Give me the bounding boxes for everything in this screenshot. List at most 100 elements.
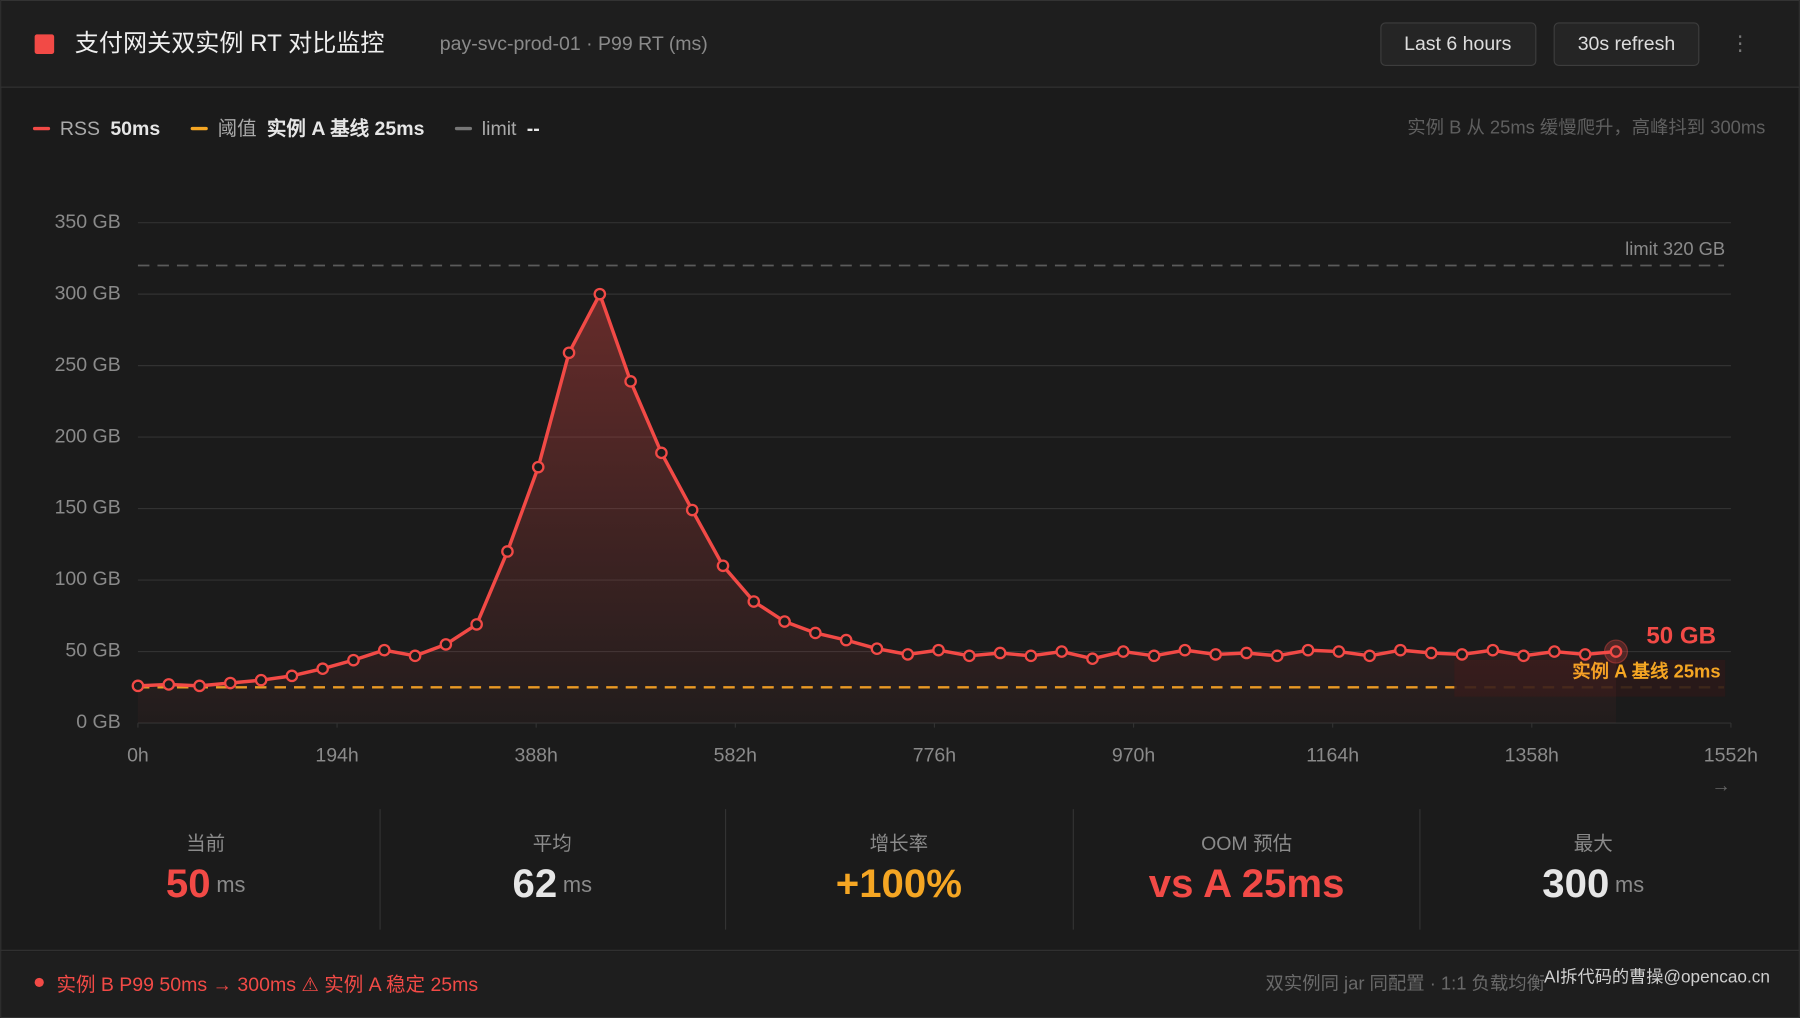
y-tick-label: 0 GB <box>76 711 120 733</box>
point <box>408 649 422 663</box>
point <box>1517 649 1530 663</box>
footer-right: 双实例同 jar 同配置 · 1:1 负载均衡 <box>1266 973 1546 994</box>
legend-label: limit <box>482 118 517 140</box>
x-tick-label: 776h <box>913 744 956 766</box>
legend-value: 50ms <box>110 118 160 140</box>
point <box>1424 646 1438 660</box>
point <box>1394 643 1407 657</box>
point <box>1486 643 1500 657</box>
x-tick-label: 194h <box>315 744 358 766</box>
point <box>285 669 299 683</box>
x-tick-label: 388h <box>514 744 557 766</box>
point <box>1455 648 1469 661</box>
stat-number: vs A 25ms <box>1149 861 1345 906</box>
point <box>1332 645 1346 658</box>
stat-label: 平均 <box>533 833 572 855</box>
stat-unit: ms <box>1615 872 1644 897</box>
point <box>1209 648 1222 661</box>
watermark: AI拆代码的曹操@opencao.cn <box>1544 966 1770 986</box>
status-icon <box>34 34 55 54</box>
stat-label: 增长率 <box>870 833 929 855</box>
point <box>1270 649 1284 663</box>
x-tick-label: 1552h <box>1704 744 1758 766</box>
point <box>593 287 607 301</box>
point <box>377 643 391 657</box>
point <box>716 559 730 573</box>
y-tick-label: 50 GB <box>65 640 120 662</box>
point <box>316 662 330 676</box>
point <box>439 638 453 651</box>
legend-value: 实例 A 基线 25ms <box>267 117 425 140</box>
x-tick-label: 1358h <box>1505 744 1559 766</box>
stat-value: 50 ms <box>166 861 246 906</box>
point <box>1240 646 1253 660</box>
title: 支付网关双实例 RT 对比监控 <box>75 30 385 57</box>
y-tick-label: 100 GB <box>55 568 121 590</box>
footer-dot <box>34 977 44 988</box>
stat-number: 62 <box>513 861 558 906</box>
point <box>901 648 915 661</box>
point <box>1116 645 1130 658</box>
point <box>870 642 884 656</box>
point <box>562 346 576 360</box>
point <box>347 653 360 667</box>
point <box>501 545 514 558</box>
refresh-label[interactable]: 30s refresh <box>1578 33 1676 55</box>
area <box>137 294 1616 724</box>
legend-label: RSS <box>60 118 100 140</box>
point <box>1363 649 1376 663</box>
subtitle: pay-svc-prod-01 · P99 RT (ms) <box>440 33 708 55</box>
point <box>624 375 637 388</box>
point <box>1055 645 1069 658</box>
reference-label: limit 320 GB <box>1625 238 1725 259</box>
end-label: 50 GB <box>1646 622 1716 649</box>
point <box>193 679 206 693</box>
time-range-label[interactable]: Last 6 hours <box>1404 33 1512 55</box>
point <box>778 615 791 628</box>
point <box>1024 649 1038 663</box>
point <box>223 676 237 690</box>
stat-unit: ms <box>563 872 592 897</box>
point <box>1301 643 1315 657</box>
point <box>1178 643 1192 657</box>
x-tick-label: 582h <box>714 744 757 766</box>
time-range-button[interactable] <box>1380 22 1537 66</box>
note: 实例 B 从 25ms 缓慢爬升，高峰抖到 300ms <box>1407 116 1765 137</box>
point <box>839 633 853 647</box>
point <box>531 460 545 474</box>
x-axis-arrow: → <box>1711 774 1731 796</box>
stat-value: vs A 25ms <box>1149 861 1345 906</box>
stat-label: OOM 预估 <box>1201 833 1292 855</box>
stat-unit: ms <box>216 872 245 897</box>
x-tick-label: 1164h <box>1306 744 1359 766</box>
x-tick-label: 970h <box>1112 744 1155 766</box>
point <box>1609 645 1623 658</box>
y-tick-label: 300 GB <box>55 282 121 304</box>
point <box>932 643 945 657</box>
stat-value: 300 ms <box>1542 861 1644 906</box>
point <box>747 595 761 608</box>
last-point-ring <box>1603 639 1629 664</box>
stat-label: 最大 <box>1574 833 1613 855</box>
point <box>1548 645 1561 658</box>
x-tick-label: 0h <box>127 744 149 766</box>
point <box>1147 649 1161 663</box>
legend-value: -- <box>527 118 540 140</box>
stat-number: 300 <box>1542 861 1609 906</box>
point <box>993 646 1007 660</box>
y-tick-label: 150 GB <box>55 497 121 519</box>
legend-label: 阈值 <box>218 118 257 140</box>
stat-value: +100% <box>836 861 962 906</box>
point <box>809 626 822 640</box>
stat-label: 当前 <box>186 833 225 855</box>
menu-button[interactable]: ⋮ <box>1730 32 1751 55</box>
point <box>1086 652 1099 666</box>
point <box>1578 648 1592 661</box>
refresh-button[interactable] <box>1553 22 1700 66</box>
chart: RSS 50ms 阈值 实例 A 基线 25ms limit -- 0 GB 50 GB 100… <box>32 117 1758 796</box>
stat-value: 62 ms <box>513 861 593 906</box>
y-tick-label: 200 GB <box>55 425 121 447</box>
